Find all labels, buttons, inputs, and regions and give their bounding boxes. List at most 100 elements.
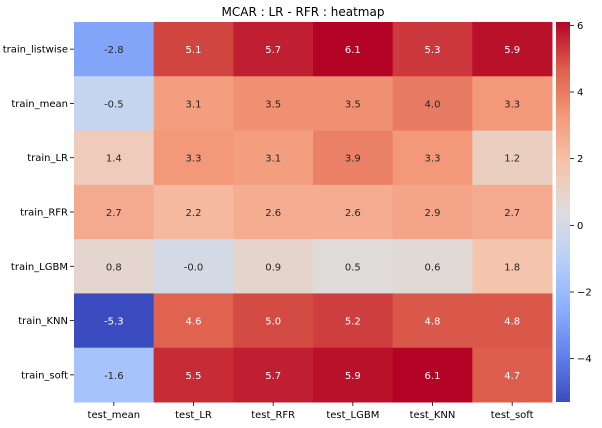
heatmap-cell	[392, 22, 473, 77]
heatmap-cell	[313, 293, 394, 349]
heatmap-cell	[392, 239, 473, 294]
cell-value-label: 3.5	[265, 99, 281, 110]
heatmap-cell	[472, 347, 553, 403]
heatmap-cell	[392, 130, 473, 186]
cell-value-label: -5.3	[104, 317, 124, 328]
heatmap-cell	[74, 347, 155, 403]
heatmap-cell	[313, 76, 394, 132]
heatmap-cell	[233, 239, 314, 294]
heatmap-cell	[233, 184, 314, 240]
colorbar-tick-label: 4	[577, 88, 583, 99]
heatmap-cell	[313, 22, 394, 77]
heatmap-cell	[472, 293, 553, 349]
cell-value-label: 2.7	[504, 208, 520, 219]
heatmap-cell	[472, 239, 553, 294]
heatmap-cell	[74, 184, 155, 240]
cell-value-label: -1.6	[104, 371, 124, 382]
cell-value-label: 2.9	[425, 208, 441, 219]
heatmap-cells: -2.8 5.1 5.7 6.1 5.3 5.9 -0.5 3.1 3.5 3.5 4.0 3.3 1.…	[74, 22, 553, 403]
cell-value-label: -0.0	[184, 262, 204, 273]
cell-value-label: 2.7	[106, 208, 122, 219]
colorbar-tick-label: 0	[577, 221, 583, 232]
cell-value-label: 4.8	[425, 317, 441, 328]
cell-value-label: 1.8	[504, 262, 520, 273]
cell-value-label: -2.8	[104, 45, 124, 56]
cell-value-label: 4.7	[504, 371, 520, 382]
cell-value-label: 5.0	[265, 317, 281, 328]
row-tick-label: train_listwise	[3, 45, 68, 56]
heatmap-cell	[153, 130, 234, 186]
cell-value-label: 4.8	[504, 317, 520, 328]
cell-value-label: 3.5	[345, 99, 361, 110]
cell-value-label: 2.6	[345, 208, 361, 219]
cell-value-label: -0.5	[104, 99, 124, 110]
cell-value-label: 4.0	[425, 99, 441, 110]
cell-value-label: 5.7	[265, 45, 281, 56]
column-tick-label: test_mean	[88, 410, 141, 421]
cell-value-label: 2.2	[186, 208, 202, 219]
column-tick-label: test_soft	[491, 410, 534, 421]
heatmap-cell	[392, 293, 473, 349]
column-tick-label: test_LGBM	[326, 410, 379, 421]
heatmap-cell	[392, 76, 473, 132]
heatmap-cell	[153, 184, 234, 240]
cell-value-label: 5.2	[345, 317, 361, 328]
heatmap-cell	[472, 130, 553, 186]
heatmap-cell	[74, 239, 155, 294]
chart-title: MCAR : LR - RFR : heatmap	[222, 5, 385, 19]
cell-value-label: 5.3	[425, 45, 441, 56]
cell-value-label: 3.3	[504, 99, 520, 110]
row-tick-label: train_mean	[11, 99, 68, 110]
heatmap-cell	[233, 130, 314, 186]
heatmap-cell	[392, 347, 473, 403]
cell-value-label: 5.1	[186, 45, 202, 56]
colorbar-tick-label: 6	[577, 21, 583, 32]
cell-value-label: 5.9	[345, 371, 361, 382]
cell-value-label: 1.2	[504, 154, 520, 165]
heatmap-cell	[74, 22, 155, 77]
cell-value-label: 0.5	[345, 262, 361, 273]
heatmap-cell	[153, 76, 234, 132]
heatmap-cell	[74, 76, 155, 132]
column-tick-labels: test_mean test_LR test_RFR test_LGBM test_KN…	[88, 402, 534, 421]
cell-value-label: 3.3	[186, 154, 202, 165]
column-tick-label: test_LR	[175, 410, 212, 421]
cell-value-label: 2.6	[265, 208, 281, 219]
heatmap-cell	[153, 347, 234, 403]
heatmap-cell	[313, 239, 394, 294]
colorbar	[556, 22, 570, 402]
row-tick-label: train_KNN	[18, 316, 68, 327]
cell-value-label: 6.1	[425, 371, 441, 382]
heatmap-cell	[153, 293, 234, 349]
heatmap-cell	[233, 347, 314, 403]
column-tick-label: test_KNN	[410, 410, 456, 421]
cell-value-label: 5.9	[504, 45, 520, 56]
row-tick-labels: train_listwise train_mean train_LR train_RF…	[3, 45, 74, 381]
row-tick-label: train_RFR	[20, 208, 68, 219]
heatmap-cell	[74, 293, 155, 349]
heatmap-cell	[74, 130, 155, 186]
colorbar-ticks: −4 −2 0 2 4 6	[570, 21, 592, 365]
colorbar-tick-label: −4	[577, 354, 592, 365]
row-tick-label: train_LGBM	[11, 262, 68, 273]
cell-value-label: 3.9	[345, 154, 361, 165]
cell-value-label: 5.5	[186, 371, 202, 382]
colorbar-tick-label: 2	[577, 154, 583, 165]
column-tick-label: test_RFR	[251, 410, 295, 421]
cell-value-label: 0.6	[425, 262, 441, 273]
row-tick-label: train_soft	[21, 370, 68, 381]
cell-value-label: 3.3	[425, 154, 441, 165]
colorbar-tick-label: −2	[577, 288, 592, 299]
heatmap-cell	[392, 184, 473, 240]
heatmap-cell	[313, 347, 394, 403]
cell-value-label: 6.1	[345, 45, 361, 56]
cell-value-label: 0.9	[265, 262, 281, 273]
cell-value-label: 4.6	[186, 317, 202, 328]
heatmap-cell	[233, 293, 314, 349]
cell-value-label: 3.1	[186, 99, 202, 110]
heatmap-cell	[233, 76, 314, 132]
heatmap-cell	[153, 239, 234, 294]
heatmap-cell	[472, 76, 553, 132]
row-tick-label: train_LR	[27, 153, 68, 164]
